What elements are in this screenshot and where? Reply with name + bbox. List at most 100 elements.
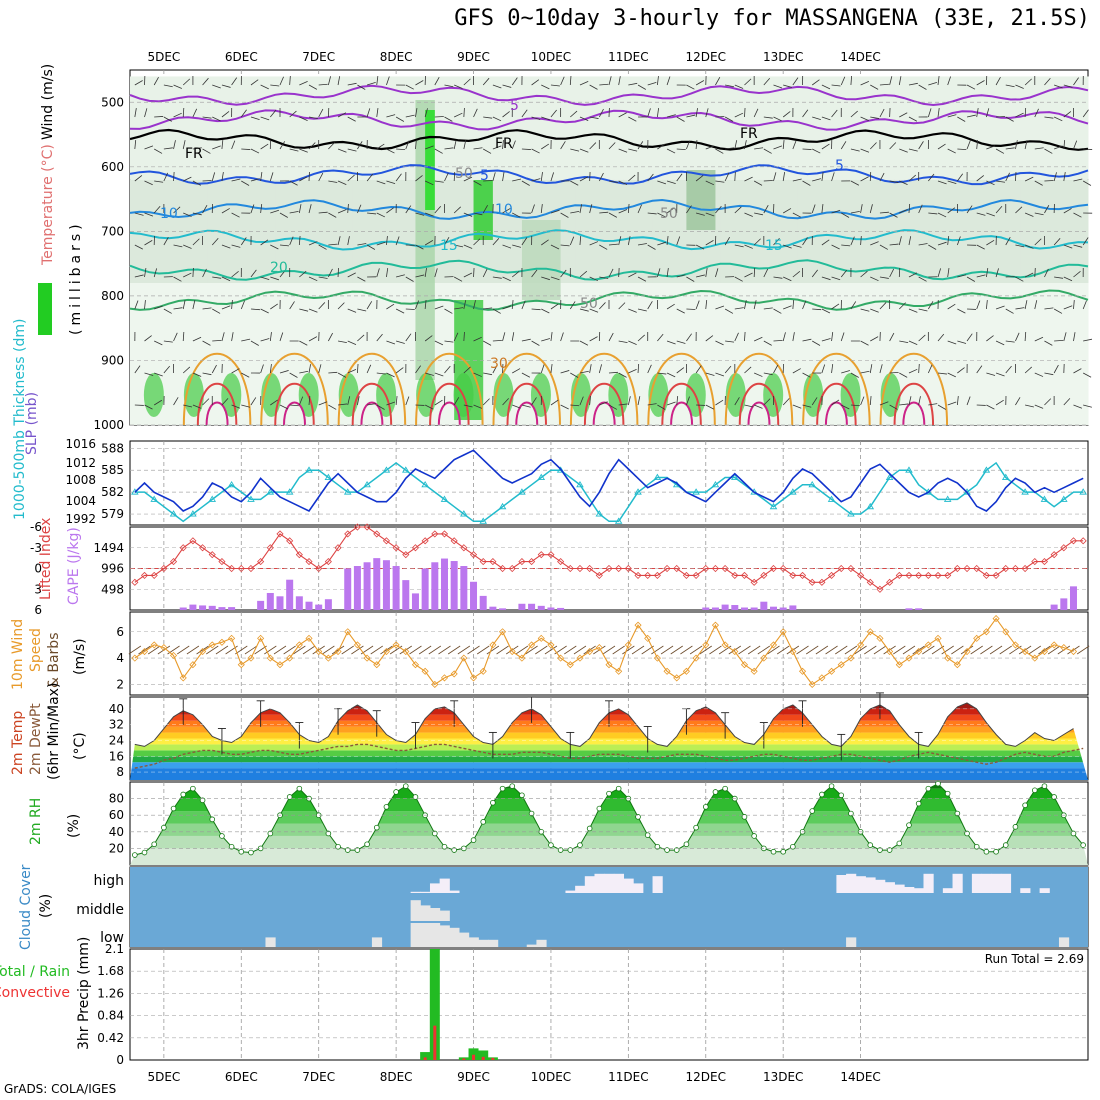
thickness-marker (1021, 488, 1029, 495)
wind-barb (676, 340, 686, 344)
wind-barb (976, 212, 986, 216)
wind-barb (231, 332, 234, 342)
li-marker (286, 537, 294, 545)
wind-barb (1024, 272, 1034, 278)
thickness-axis-label: 1000-500mb Thickness (dm) (12, 319, 28, 520)
wind-barb (202, 148, 211, 154)
rh-marker (509, 783, 516, 789)
rh-cell (323, 76, 334, 180)
wind-barb (937, 404, 947, 410)
li-marker (353, 523, 361, 531)
wind-barb (1054, 339, 1064, 342)
rh-cell (778, 76, 789, 180)
wind-barb (1015, 307, 1025, 310)
rh-cell (555, 76, 566, 180)
thickness-marker (634, 488, 642, 495)
cape-bar (179, 607, 187, 610)
rh-cell (1068, 179, 1079, 283)
rh-marker (1022, 802, 1028, 809)
rh-tick-label: 60 (109, 808, 124, 822)
rh-cell (633, 283, 644, 425)
wind-barb (976, 300, 981, 310)
cape-bar (789, 605, 797, 610)
wind-barb (908, 396, 912, 406)
li-marker (857, 571, 865, 579)
wind-barb (560, 212, 569, 218)
wind-barb (405, 205, 412, 214)
wind-barb (870, 116, 880, 119)
rh-marker (383, 804, 390, 810)
wind-barb (792, 271, 801, 278)
wind-barb (250, 269, 257, 278)
wind-barb (647, 364, 652, 374)
wind-barb (773, 308, 782, 314)
rh-cell (1049, 283, 1060, 425)
wind-barb (395, 308, 405, 314)
rh-cell (797, 76, 808, 180)
wind-barb (502, 84, 512, 88)
wind-barb (628, 340, 637, 345)
wind-marker (528, 641, 536, 649)
thickness-marker (518, 488, 526, 495)
wind-barb-10m (651, 645, 664, 655)
wind-marker (847, 654, 855, 662)
wind-barb (1073, 300, 1075, 310)
wind-barb (986, 180, 995, 186)
wind-barb (947, 180, 957, 184)
wind-barb (1083, 404, 1092, 408)
wind-barb (347, 272, 356, 278)
top-day-label: 10DEC (531, 50, 571, 64)
cape-bar (315, 604, 323, 610)
wind-barb (182, 140, 186, 150)
cloud-cell (981, 873, 992, 893)
wind-barb (1034, 180, 1043, 186)
wind-barb (250, 79, 259, 86)
wind-barb (560, 332, 564, 342)
wind-barb (425, 212, 434, 217)
wind-barb (695, 80, 705, 86)
wind-barb (482, 204, 488, 214)
bottom-day-label: 12DEC (686, 1070, 726, 1084)
li-marker (876, 585, 884, 593)
li-marker (1069, 537, 1078, 545)
wind-barb (308, 116, 318, 119)
wind-barb (337, 209, 347, 214)
thickness-marker (905, 466, 913, 473)
wind-barb (396, 274, 405, 278)
wind-barb (521, 300, 526, 310)
rh-marker (838, 792, 845, 799)
wind-barb (434, 205, 442, 214)
wind-barb (502, 140, 504, 150)
contour-label: 50 (580, 296, 598, 312)
wind-barb (1044, 268, 1049, 278)
cloud-cell (923, 873, 934, 893)
rh-cell (662, 76, 673, 180)
rh-cell (429, 76, 441, 180)
wind10m-axis-label: 10m Wind (10, 619, 26, 690)
wind-barb (453, 206, 461, 214)
wind-tick-label: 2 (116, 677, 124, 691)
cloud-cell (410, 891, 421, 893)
li-marker (160, 564, 168, 573)
wind-barb (231, 368, 240, 374)
wind-barb (666, 340, 676, 345)
wind-barb (773, 339, 783, 342)
wind-barb (831, 364, 834, 374)
wind-barb (134, 108, 137, 118)
wind-barb (1073, 212, 1082, 218)
wind-barb (269, 364, 272, 374)
panel-frame-slp (129, 440, 1089, 526)
thickness-marker (943, 495, 952, 502)
wind-barb (386, 401, 396, 406)
wind-barb (783, 276, 792, 282)
wind-barb (328, 332, 333, 342)
wind-barb (918, 276, 927, 282)
li-tick-label: 6 (34, 603, 42, 617)
li-tick-label: 3 (34, 582, 42, 596)
boundary-layer-contour (196, 382, 238, 426)
wind-barb (1034, 404, 1044, 409)
wind-barb (298, 235, 301, 246)
wind-barb (144, 404, 153, 410)
wind-barb (444, 308, 453, 314)
li-marker (179, 544, 187, 552)
